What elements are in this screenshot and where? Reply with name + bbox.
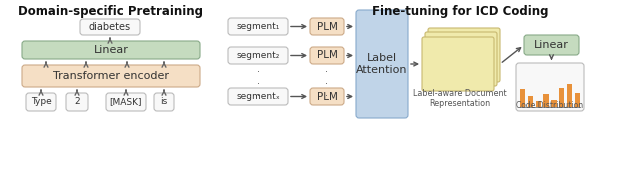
Text: PLM: PLM <box>317 21 337 31</box>
FancyBboxPatch shape <box>524 35 579 55</box>
FancyBboxPatch shape <box>356 10 408 118</box>
FancyBboxPatch shape <box>80 19 140 35</box>
Text: Type: Type <box>31 98 51 107</box>
FancyBboxPatch shape <box>425 32 497 86</box>
Bar <box>520 89 525 107</box>
FancyBboxPatch shape <box>422 37 494 91</box>
Bar <box>543 94 548 107</box>
Text: Linear: Linear <box>93 45 129 55</box>
Text: Label
Attention: Label Attention <box>356 53 408 75</box>
Text: ·
·
·: · · · <box>257 67 259 101</box>
Text: 2: 2 <box>74 98 80 107</box>
Text: Label-aware Document
Representation: Label-aware Document Representation <box>413 89 507 108</box>
FancyBboxPatch shape <box>22 65 200 87</box>
Text: diabetes: diabetes <box>89 22 131 32</box>
Text: is: is <box>161 98 168 107</box>
Bar <box>567 84 572 107</box>
Bar <box>528 96 533 107</box>
Text: ·
·
·: · · · <box>326 67 328 101</box>
Text: segment₁: segment₁ <box>236 22 280 31</box>
Text: Linear: Linear <box>534 40 569 50</box>
FancyBboxPatch shape <box>106 93 146 111</box>
FancyBboxPatch shape <box>154 93 174 111</box>
Bar <box>536 101 541 107</box>
FancyBboxPatch shape <box>26 93 56 111</box>
Text: Code Distribution: Code Distribution <box>516 101 584 110</box>
Bar <box>575 93 580 107</box>
Text: Fine-tuning for ICD Coding: Fine-tuning for ICD Coding <box>372 5 548 18</box>
Text: Transformer encoder: Transformer encoder <box>53 71 169 81</box>
FancyBboxPatch shape <box>516 63 584 111</box>
FancyBboxPatch shape <box>228 18 288 35</box>
FancyBboxPatch shape <box>310 88 344 105</box>
Text: segmentₓ: segmentₓ <box>236 92 280 101</box>
FancyBboxPatch shape <box>428 28 500 82</box>
Text: PLM: PLM <box>317 92 337 102</box>
Bar <box>551 100 557 107</box>
Text: segment₂: segment₂ <box>236 51 280 60</box>
Text: PLM: PLM <box>317 51 337 61</box>
FancyBboxPatch shape <box>228 88 288 105</box>
FancyBboxPatch shape <box>310 18 344 35</box>
FancyBboxPatch shape <box>310 47 344 64</box>
Text: [MASK]: [MASK] <box>109 98 142 107</box>
FancyBboxPatch shape <box>22 41 200 59</box>
FancyBboxPatch shape <box>66 93 88 111</box>
FancyBboxPatch shape <box>228 47 288 64</box>
Bar <box>559 88 564 107</box>
Text: Domain-specific Pretraining: Domain-specific Pretraining <box>17 5 202 18</box>
